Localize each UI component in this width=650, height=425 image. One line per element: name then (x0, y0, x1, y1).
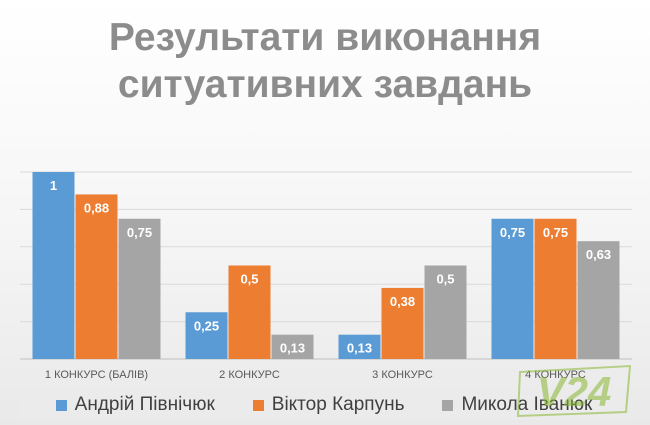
bar (381, 287, 424, 359)
bar (75, 194, 118, 359)
legend-swatch-viktor (252, 399, 264, 411)
legend-label-mykola: Микола Іванюк (461, 394, 593, 415)
chart-title: Результати виконання ситуативних завдань (0, 14, 650, 108)
v24-logo-frame (516, 364, 632, 418)
legend-item-mykola: Микола Іванюк (442, 394, 592, 416)
data-label: 1 (50, 178, 57, 193)
data-label: 0,88 (84, 200, 109, 215)
data-label: 0,63 (586, 247, 611, 262)
legend-swatch-andrii (55, 399, 67, 411)
x-tick-label: 4 КОНКУРС (525, 369, 586, 381)
data-label: 0,5 (436, 272, 454, 287)
legend: Андрій Північюк Віктор Карпунь Микола Ів… (18, 390, 630, 420)
bar (491, 218, 534, 359)
x-tick-label: 3 КОНКУРС (372, 369, 433, 381)
bar (577, 241, 620, 359)
chart-title-line-2: ситуативних завдань (117, 63, 533, 106)
bar (32, 172, 75, 359)
bar (271, 334, 314, 359)
legend-item-andrii: Андрій Північюк (55, 394, 215, 416)
data-label: 0,75 (500, 225, 525, 240)
v24-logo-text: V24 (537, 368, 612, 415)
legend-swatch-mykola (442, 399, 454, 411)
data-label: 0,75 (543, 225, 568, 240)
bar (424, 265, 467, 359)
bar (185, 312, 228, 359)
x-tick-label: 1 КОНКУРС (БАЛІВ) (45, 369, 148, 381)
legend-item-viktor: Віктор Карпунь (252, 394, 405, 416)
data-label: 0,38 (390, 294, 415, 309)
bar (534, 218, 577, 359)
data-label: 0,13 (347, 341, 372, 356)
data-label: 0,25 (194, 318, 219, 333)
data-label: 0,75 (127, 225, 152, 240)
data-label: 0,5 (240, 272, 258, 287)
bar (118, 218, 161, 359)
data-label: 0,13 (280, 341, 305, 356)
legend-label-andrii: Андрій Північюк (74, 394, 215, 415)
legend-label-viktor: Віктор Карпунь (271, 394, 405, 415)
bar (228, 265, 271, 359)
v24-logo: V24 (516, 364, 632, 418)
chart-title-line-1: Результати виконання (108, 16, 542, 59)
bar (338, 334, 381, 359)
x-tick-label: 2 КОНКУРС (219, 369, 280, 381)
